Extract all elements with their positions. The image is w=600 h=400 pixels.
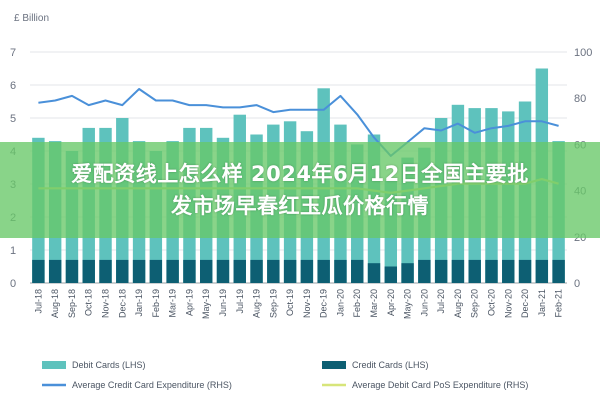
credit-card-bar xyxy=(518,259,532,283)
x-tick-label: Oct-20 xyxy=(486,289,496,316)
credit-card-bar xyxy=(267,259,280,283)
credit-card-bar xyxy=(216,259,230,283)
credit-card-bar xyxy=(99,259,112,283)
credit-card-bar xyxy=(351,259,364,283)
credit-card-bar xyxy=(250,259,263,283)
x-tick-label: Sep-19 xyxy=(268,289,278,318)
x-tick-label: Apr-19 xyxy=(184,289,194,316)
credit-card-bar xyxy=(116,259,129,283)
x-tick-label: Jan-19 xyxy=(134,289,144,317)
legend-label: Debit Cards (LHS) xyxy=(72,360,146,370)
x-axis: Jul-18 Aug-18 Sep-18 Oct-18 Nov-18 Dec-18 Jan-… xyxy=(33,289,563,319)
credit-expenditure-line xyxy=(38,88,559,157)
left-tick-label: 6 xyxy=(10,80,16,92)
x-tick-label: Dec-18 xyxy=(117,289,127,318)
credit-card-bar xyxy=(32,259,45,283)
right-tick-label: 0 xyxy=(574,278,580,290)
x-tick-label: Nov-20 xyxy=(503,289,513,318)
x-tick-label: Sep-18 xyxy=(67,289,77,318)
credit-card-bar xyxy=(82,259,95,283)
x-tick-label: Feb-20 xyxy=(352,289,362,318)
right-tick-label: 80 xyxy=(574,93,586,105)
legend-label: Credit Cards (LHS) xyxy=(352,360,429,370)
x-tick-label: Mar-20 xyxy=(369,289,379,318)
overlay-title-line-2: 发市场早春红玉瓜价格行情 xyxy=(171,194,429,218)
x-tick-label: Feb-21 xyxy=(554,289,564,318)
x-tick-label: Aug-19 xyxy=(252,289,262,318)
credit-card-bar xyxy=(468,259,481,283)
credit-card-bar xyxy=(65,259,79,283)
x-tick-label: Nov-18 xyxy=(101,289,111,318)
x-tick-label: Aug-20 xyxy=(453,289,463,318)
x-tick-label: Sep-20 xyxy=(470,289,480,318)
credit-card-bar xyxy=(300,259,314,283)
left-axis-unit: £ Billion xyxy=(14,13,49,24)
x-tick-label: Aug-18 xyxy=(50,289,60,318)
credit-card-bar xyxy=(183,259,196,283)
credit-card-bar xyxy=(367,263,381,283)
x-tick-label: Dec-19 xyxy=(319,289,329,318)
x-tick-label: Jul-20 xyxy=(436,289,446,314)
x-tick-label: Jan-20 xyxy=(335,289,345,317)
x-tick-label: Oct-19 xyxy=(285,289,295,316)
credit-card-bar xyxy=(535,259,549,283)
credit-card-bar xyxy=(384,266,398,283)
legend-label: Average Credit Card Expenditure (RHS) xyxy=(72,380,232,390)
legend-label: Average Debit Card PoS Expenditure (RHS) xyxy=(352,380,528,390)
credit-card-bar xyxy=(334,259,347,283)
credit-card-bar xyxy=(48,259,62,283)
credit-card-bar xyxy=(485,259,498,283)
credit-card-bar xyxy=(233,259,246,283)
left-tick-label: 5 xyxy=(10,113,16,125)
credit-card-bar xyxy=(451,259,465,283)
credit-card-bar xyxy=(317,259,330,283)
overlay-banner: 爱配资线上怎么样 2024年6月12日全国主要批 发市场早春红玉瓜价格行情 xyxy=(0,142,600,238)
x-tick-label: Nov-19 xyxy=(302,289,312,318)
x-tick-label: Dec-20 xyxy=(520,289,530,318)
x-tick-label: Oct-18 xyxy=(84,289,94,316)
credit-card-bar xyxy=(199,259,213,283)
legend-swatch xyxy=(42,361,66,369)
legend: Debit Cards (LHS) Credit Cards (LHS) Avera… xyxy=(42,360,528,390)
x-tick-label: Jul-18 xyxy=(33,289,43,314)
x-tick-label: Jan-21 xyxy=(537,289,547,317)
x-tick-label: Jul-19 xyxy=(235,289,245,314)
x-tick-label: Mar-19 xyxy=(168,289,178,318)
credit-card-bar xyxy=(552,259,565,283)
credit-card-bar xyxy=(434,259,448,283)
right-tick-label: 100 xyxy=(574,47,592,59)
overlay-title-line-1: 爱配资线上怎么样 2024年6月12日全国主要批 xyxy=(71,162,529,186)
legend-swatch xyxy=(322,361,346,369)
x-tick-label: Apr-20 xyxy=(386,289,396,316)
left-tick-label: 7 xyxy=(10,47,16,59)
credit-card-bar xyxy=(401,263,414,283)
credit-card-bar xyxy=(166,259,179,283)
credit-card-bar xyxy=(283,259,297,283)
x-tick-label: May-20 xyxy=(403,289,413,319)
x-tick-label: Jun-19 xyxy=(218,289,228,317)
credit-card-bar xyxy=(149,259,163,283)
left-tick-label: 1 xyxy=(10,245,16,257)
x-tick-label: Jun-20 xyxy=(419,289,429,317)
credit-card-bar xyxy=(418,259,431,283)
x-tick-label: Feb-19 xyxy=(151,289,161,318)
x-tick-label: May-19 xyxy=(201,289,211,319)
left-tick-label: 0 xyxy=(10,278,16,290)
credit-card-bar xyxy=(502,259,515,283)
credit-card-bar xyxy=(132,259,146,283)
